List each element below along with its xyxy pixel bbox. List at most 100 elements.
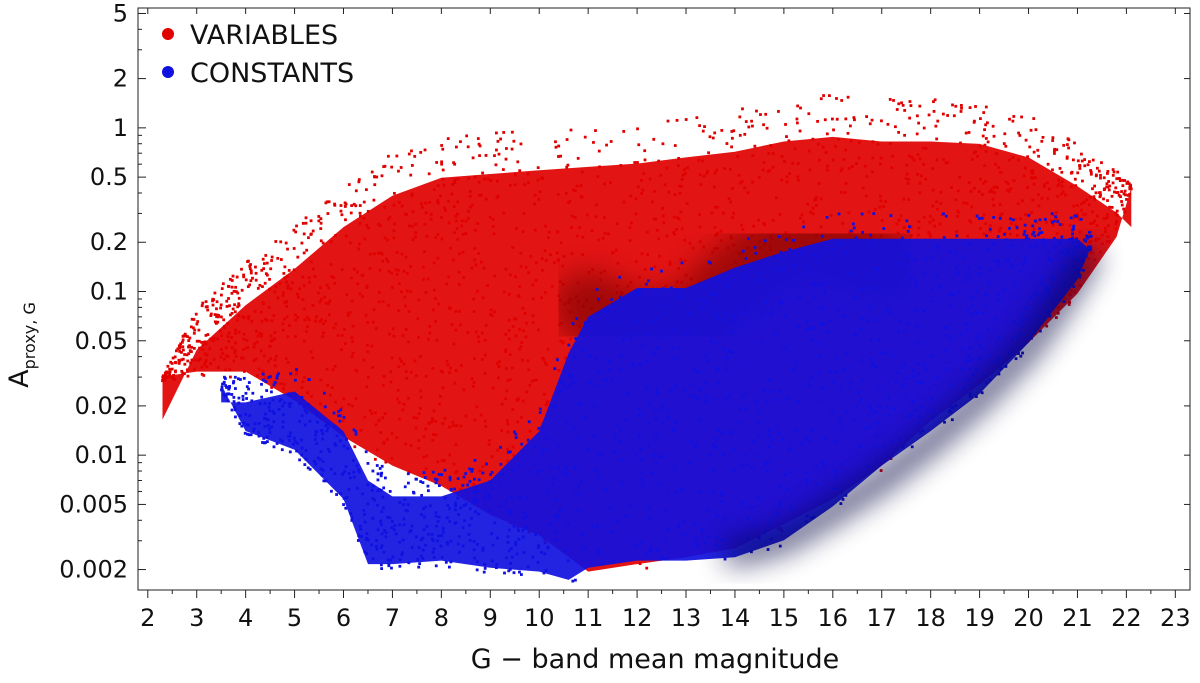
- data-point: [251, 276, 254, 280]
- data-point: [738, 133, 742, 137]
- data-point: [1091, 158, 1095, 162]
- data-point: [1088, 160, 1091, 164]
- data-point: [275, 442, 279, 445]
- data-point: [223, 377, 227, 380]
- data-point: [846, 95, 850, 99]
- data-point: [933, 98, 937, 102]
- data-point: [753, 144, 757, 148]
- data-point: [180, 350, 183, 354]
- data-point: [181, 340, 184, 344]
- data-point: [395, 154, 399, 158]
- data-point: [917, 121, 921, 125]
- data-point: [441, 147, 445, 151]
- data-point: [225, 299, 229, 303]
- data-point: [510, 130, 514, 134]
- data-point: [181, 338, 185, 342]
- data-point: [200, 304, 204, 308]
- data-point: [164, 373, 168, 377]
- data-point: [195, 339, 199, 343]
- data-point: [247, 433, 251, 437]
- plot-clip-group: [161, 94, 1133, 583]
- data-point: [380, 174, 384, 178]
- data-point: [637, 143, 641, 147]
- data-point: [233, 375, 237, 379]
- data-point: [237, 302, 241, 306]
- data-point: [701, 129, 705, 133]
- data-point: [619, 295, 622, 299]
- data-point: [744, 120, 748, 123]
- data-point: [326, 212, 330, 215]
- data-point: [1088, 235, 1092, 239]
- data-point: [865, 115, 868, 118]
- data-point: [556, 358, 559, 362]
- data-point: [753, 246, 757, 249]
- data-point: [571, 322, 575, 325]
- data-point: [292, 228, 296, 232]
- data-point: [466, 483, 470, 487]
- data-point: [979, 117, 982, 121]
- data-point: [759, 113, 762, 116]
- data-point: [1003, 132, 1007, 136]
- data-point: [403, 485, 407, 489]
- data-point: [495, 148, 498, 152]
- data-point: [1093, 184, 1097, 188]
- data-point: [227, 297, 230, 300]
- data-point: [1038, 231, 1042, 235]
- data-point: [1026, 155, 1030, 159]
- data-point: [178, 346, 182, 350]
- data-point: [777, 235, 781, 238]
- data-point: [264, 380, 268, 384]
- data-point: [249, 263, 252, 266]
- data-point: [1094, 174, 1098, 178]
- data-point: [357, 180, 361, 184]
- data-point: [187, 339, 191, 342]
- data-point: [1038, 227, 1041, 231]
- data-point: [497, 152, 501, 156]
- data-point: [230, 311, 234, 315]
- data-point: [830, 117, 834, 121]
- data-point: [163, 371, 167, 375]
- data-point: [516, 160, 520, 164]
- data-point: [908, 225, 911, 229]
- data-point: [335, 493, 338, 496]
- data-point: [270, 386, 274, 389]
- data-point: [1037, 154, 1040, 158]
- data-point: [471, 156, 475, 160]
- data-point: [254, 278, 258, 282]
- data-point: [1076, 159, 1080, 163]
- data-point: [470, 469, 474, 473]
- data-point: [499, 137, 503, 141]
- data-point: [502, 131, 506, 134]
- data-point: [387, 564, 391, 568]
- data-point: [1086, 236, 1090, 240]
- data-point: [986, 121, 989, 125]
- data-point: [354, 432, 358, 436]
- data-point: [473, 458, 477, 462]
- data-point: [505, 147, 508, 150]
- data-point: [181, 345, 185, 349]
- data-point: [231, 307, 235, 311]
- data-point: [1098, 191, 1102, 195]
- data-point: [466, 145, 470, 149]
- data-point: [309, 232, 313, 236]
- data-point: [1110, 194, 1114, 198]
- data-point: [1112, 170, 1116, 174]
- data-point: [440, 160, 444, 164]
- data-point: [1033, 234, 1037, 238]
- data-point: [754, 251, 758, 255]
- data-point: [174, 361, 178, 365]
- data-point: [254, 271, 258, 275]
- data-point: [1069, 216, 1073, 220]
- data-point: [1031, 232, 1034, 236]
- data-point: [434, 481, 438, 485]
- data-point: [261, 285, 264, 288]
- data-point: [559, 154, 563, 158]
- data-point: [1008, 117, 1011, 121]
- data-point: [289, 372, 293, 376]
- data-point: [785, 135, 788, 138]
- data-point: [482, 570, 486, 574]
- data-point: [248, 264, 252, 268]
- data-point: [485, 462, 488, 466]
- data-point: [508, 450, 512, 454]
- data-point: [906, 229, 910, 233]
